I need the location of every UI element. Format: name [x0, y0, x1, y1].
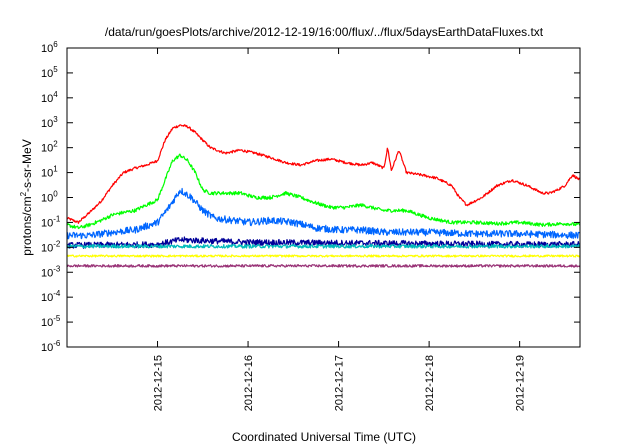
series-line-7 [66, 264, 581, 268]
y-tick-label-exponent: -6 [53, 339, 61, 348]
plot-frame [66, 47, 581, 348]
y-axis-label: protons/cm2-s-sr-MeV [19, 139, 34, 255]
y-tick-label-exponent: -3 [53, 264, 61, 273]
y-tick-label-exponent: -2 [53, 239, 61, 248]
y-tick-label-base: 10 [41, 93, 53, 105]
y-tick-label-exponent: 0 [53, 190, 58, 199]
y-tick-label: 104 [41, 90, 58, 105]
y-axis-label-main: protons/cm [20, 196, 34, 255]
y-tick-label-base: 10 [41, 242, 53, 254]
y-tick-label-base: 10 [41, 68, 53, 80]
y-tick-label-base: 10 [41, 118, 53, 130]
y-tick-label: 10-2 [41, 239, 61, 254]
y-axis-label-units: -s-sr-MeV [20, 139, 34, 192]
y-tick-label-base: 10 [41, 168, 53, 180]
series-line-1 [66, 124, 581, 224]
x-tick-label: 2012-12-19 [515, 355, 527, 411]
x-tick-label: 2012-12-18 [424, 355, 436, 411]
y-tick-label: 10-6 [41, 339, 61, 354]
series-line-4 [66, 236, 581, 249]
y-tick-label-base: 10 [41, 267, 53, 279]
y-tick-label-base: 10 [41, 43, 53, 55]
y-tick-label: 101 [41, 165, 58, 180]
y-tick-label-base: 10 [41, 317, 53, 329]
y-tick-label-base: 10 [41, 193, 53, 205]
y-tick-label-exponent: -4 [53, 289, 61, 298]
x-tick-label: 2012-12-16 [243, 355, 255, 411]
ticks-layer: 10-610-510-410-310-210-11001011021031041… [41, 40, 580, 411]
y-tick-label-exponent: 2 [53, 140, 58, 149]
y-tick-label-exponent: 4 [53, 90, 58, 99]
x-tick-label: 2012-12-17 [334, 355, 346, 411]
y-tick-label: 10-3 [41, 264, 61, 279]
y-axis-label-exponent: 2 [19, 191, 28, 196]
series-line-6 [67, 254, 581, 258]
y-tick-label: 106 [41, 40, 58, 55]
y-tick-label: 105 [41, 65, 58, 80]
y-tick-label-exponent: 3 [53, 115, 58, 124]
x-axis-label: Coordinated Universal Time (UTC) [232, 430, 416, 444]
y-tick-label-base: 10 [41, 292, 53, 304]
series-line-3 [66, 187, 581, 240]
y-tick-label-base: 10 [41, 143, 53, 155]
y-tick-label: 10-1 [41, 214, 61, 229]
series-layer [66, 124, 581, 268]
y-tick-label: 100 [41, 190, 58, 205]
series-line-2 [66, 153, 581, 230]
y-tick-label-exponent: 6 [53, 40, 58, 49]
x-tick-label: 2012-12-15 [153, 355, 165, 411]
chart-title: /data/run/goesPlots/archive/2012-12-19/1… [105, 25, 544, 39]
y-tick-label-exponent: 5 [53, 65, 58, 74]
y-tick-label: 103 [41, 115, 58, 130]
y-tick-label: 10-5 [41, 314, 61, 329]
y-tick-label-exponent: -1 [53, 214, 61, 223]
y-tick-label-base: 10 [41, 217, 53, 229]
series-line-5 [66, 244, 581, 249]
y-tick-label-base: 10 [41, 342, 53, 354]
y-tick-label-exponent: -5 [53, 314, 61, 323]
y-tick-label-exponent: 1 [53, 165, 58, 174]
y-tick-label: 10-4 [41, 289, 61, 304]
y-tick-label: 102 [41, 140, 58, 155]
